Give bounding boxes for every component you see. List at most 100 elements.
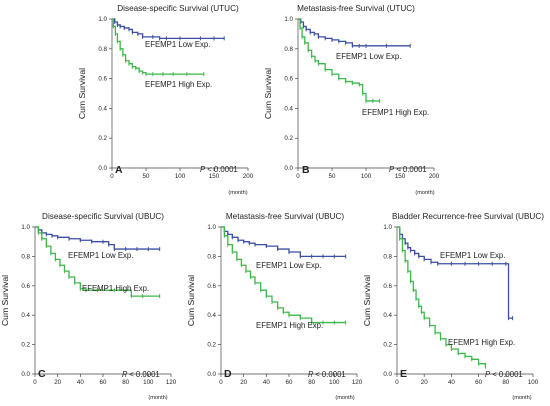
y-tick-label: 0.0 [383,371,392,378]
series-line-low-exp [35,226,160,250]
y-tick-label: 1.0 [21,224,30,231]
p-value-text: < 0.0001 [492,370,523,379]
series-label: EFEMP1 High Exp. [362,108,429,117]
chart-title: Metastasis-free Survival (UBUC) [226,212,345,221]
panel-letter: D [224,368,232,380]
y-tick-label: 0.4 [98,105,107,112]
series-label: EFEMP1 Low Exp. [145,40,210,49]
x-tick-label: 20 [54,379,61,386]
x-tick-label: 100 [361,173,372,180]
series-line-low-exp [221,226,346,258]
series-label: EFEMP1 High Exp. [448,338,515,347]
x-axis-unit: (month) [335,395,354,401]
x-tick-label: 60 [100,379,107,386]
series-label: EFEMP1 Low Exp. [68,251,133,260]
x-axis-unit: (month) [415,190,434,196]
p-value: P < 0.0001 [200,165,238,174]
y-tick-label: 1.0 [98,16,107,23]
x-tick-label: 60 [475,379,482,386]
y-tick-label: 1.0 [383,224,392,231]
y-axis-label: Cum Survival [0,275,10,326]
panel-e: Bladder Recurrence-free Survival (UBUC) C… [362,212,544,401]
y-tick-label: 0.0 [284,165,293,172]
p-value: P < 0.0001 [485,370,523,379]
y-tick-label: 0.2 [383,342,392,349]
y-tick-label: 0.0 [21,371,30,378]
series-line-low-exp [298,18,411,47]
panel-b: Metastasis-free Survival (UTUC) Cum Survi… [263,4,440,196]
x-tick-label: 80 [502,379,509,386]
y-tick-label: 0.6 [21,283,30,290]
y-tick-label: 0.8 [98,46,107,53]
panel-a: Disease-specific Survival (UTUC) Cum Surv… [77,4,254,196]
panel-letter: B [302,164,310,176]
p-symbol: P [308,370,314,379]
chart-title: Disease-specific Survival (UBUC) [42,212,164,221]
y-tick-label: 0.6 [98,76,107,83]
p-symbol: P [200,165,206,174]
x-tick-label: 100 [329,379,340,386]
series-label: EFEMP1 High Exp. [256,321,323,330]
y-tick-label: 0.2 [21,342,30,349]
y-tick-label: 0.0 [98,165,107,172]
x-tick-label: 60 [286,379,293,386]
series-line-high-exp [221,226,346,324]
p-symbol: P [485,370,491,379]
series-line-low-exp [397,226,513,319]
y-tick-label: 0.2 [207,342,216,349]
x-tick-label: 120 [352,379,363,386]
p-value-text: < 0.0001 [129,370,160,379]
y-tick-label: 0.2 [98,135,107,142]
y-tick-label: 0.6 [207,283,216,290]
x-tick-label: 100 [175,173,186,180]
x-tick-label: 200 [243,173,254,180]
y-axis-label: Cum Survival [362,275,372,326]
x-tick-label: 80 [122,379,129,386]
series-label: EFEMP1 Low Exp. [336,52,401,61]
panel-c: Disease-specific Survival (UBUC) Cum Surv… [0,212,177,401]
x-tick-label: 80 [308,379,315,386]
y-axis-label: Cum Survival [186,275,196,326]
series-label: EFEMP1 Low Exp. [440,251,505,260]
y-tick-label: 1.0 [284,16,293,23]
y-tick-label: 0.4 [383,312,392,319]
p-value: P < 0.0001 [389,165,427,174]
chart-title: Metastasis-free Survival (UTUC) [297,4,415,13]
x-tick-label: 0 [219,379,223,386]
p-value: P < 0.0001 [122,370,160,379]
y-axis-label: Cum Survival [77,68,87,119]
p-value-text: < 0.0001 [396,165,427,174]
panel-d: Metastasis-free Survival (UBUC) Cum Survi… [186,212,363,401]
p-value-text: < 0.0001 [207,165,238,174]
y-tick-label: 1.0 [207,224,216,231]
panel-letter: C [38,368,46,380]
x-axis-unit: (month) [512,395,531,401]
y-tick-label: 0.6 [383,283,392,290]
x-tick-label: 40 [77,379,84,386]
y-tick-label: 0.8 [21,253,30,260]
x-tick-label: 20 [421,379,428,386]
y-tick-label: 0.8 [284,46,293,53]
series-line-high-exp [112,18,204,75]
x-axis-unit: (month) [228,190,247,196]
x-tick-label: 120 [166,379,177,386]
p-value: P < 0.0001 [308,370,346,379]
chart-title: Disease-specific Survival (UTUC) [117,4,239,13]
x-tick-label: 100 [528,379,539,386]
x-tick-label: 50 [329,173,336,180]
x-tick-label: 40 [263,379,270,386]
x-tick-label: 0 [395,379,399,386]
y-tick-label: 0.4 [284,105,293,112]
y-tick-label: 0.4 [21,312,30,319]
x-tick-label: 0 [110,173,114,180]
p-symbol: P [389,165,395,174]
x-tick-label: 100 [143,379,154,386]
x-tick-label: 150 [395,173,406,180]
x-tick-label: 0 [296,173,300,180]
p-value-text: < 0.0001 [315,370,346,379]
x-tick-label: 20 [240,379,247,386]
y-tick-label: 0.6 [284,76,293,83]
x-axis-unit: (month) [148,395,167,401]
p-symbol: P [122,370,128,379]
